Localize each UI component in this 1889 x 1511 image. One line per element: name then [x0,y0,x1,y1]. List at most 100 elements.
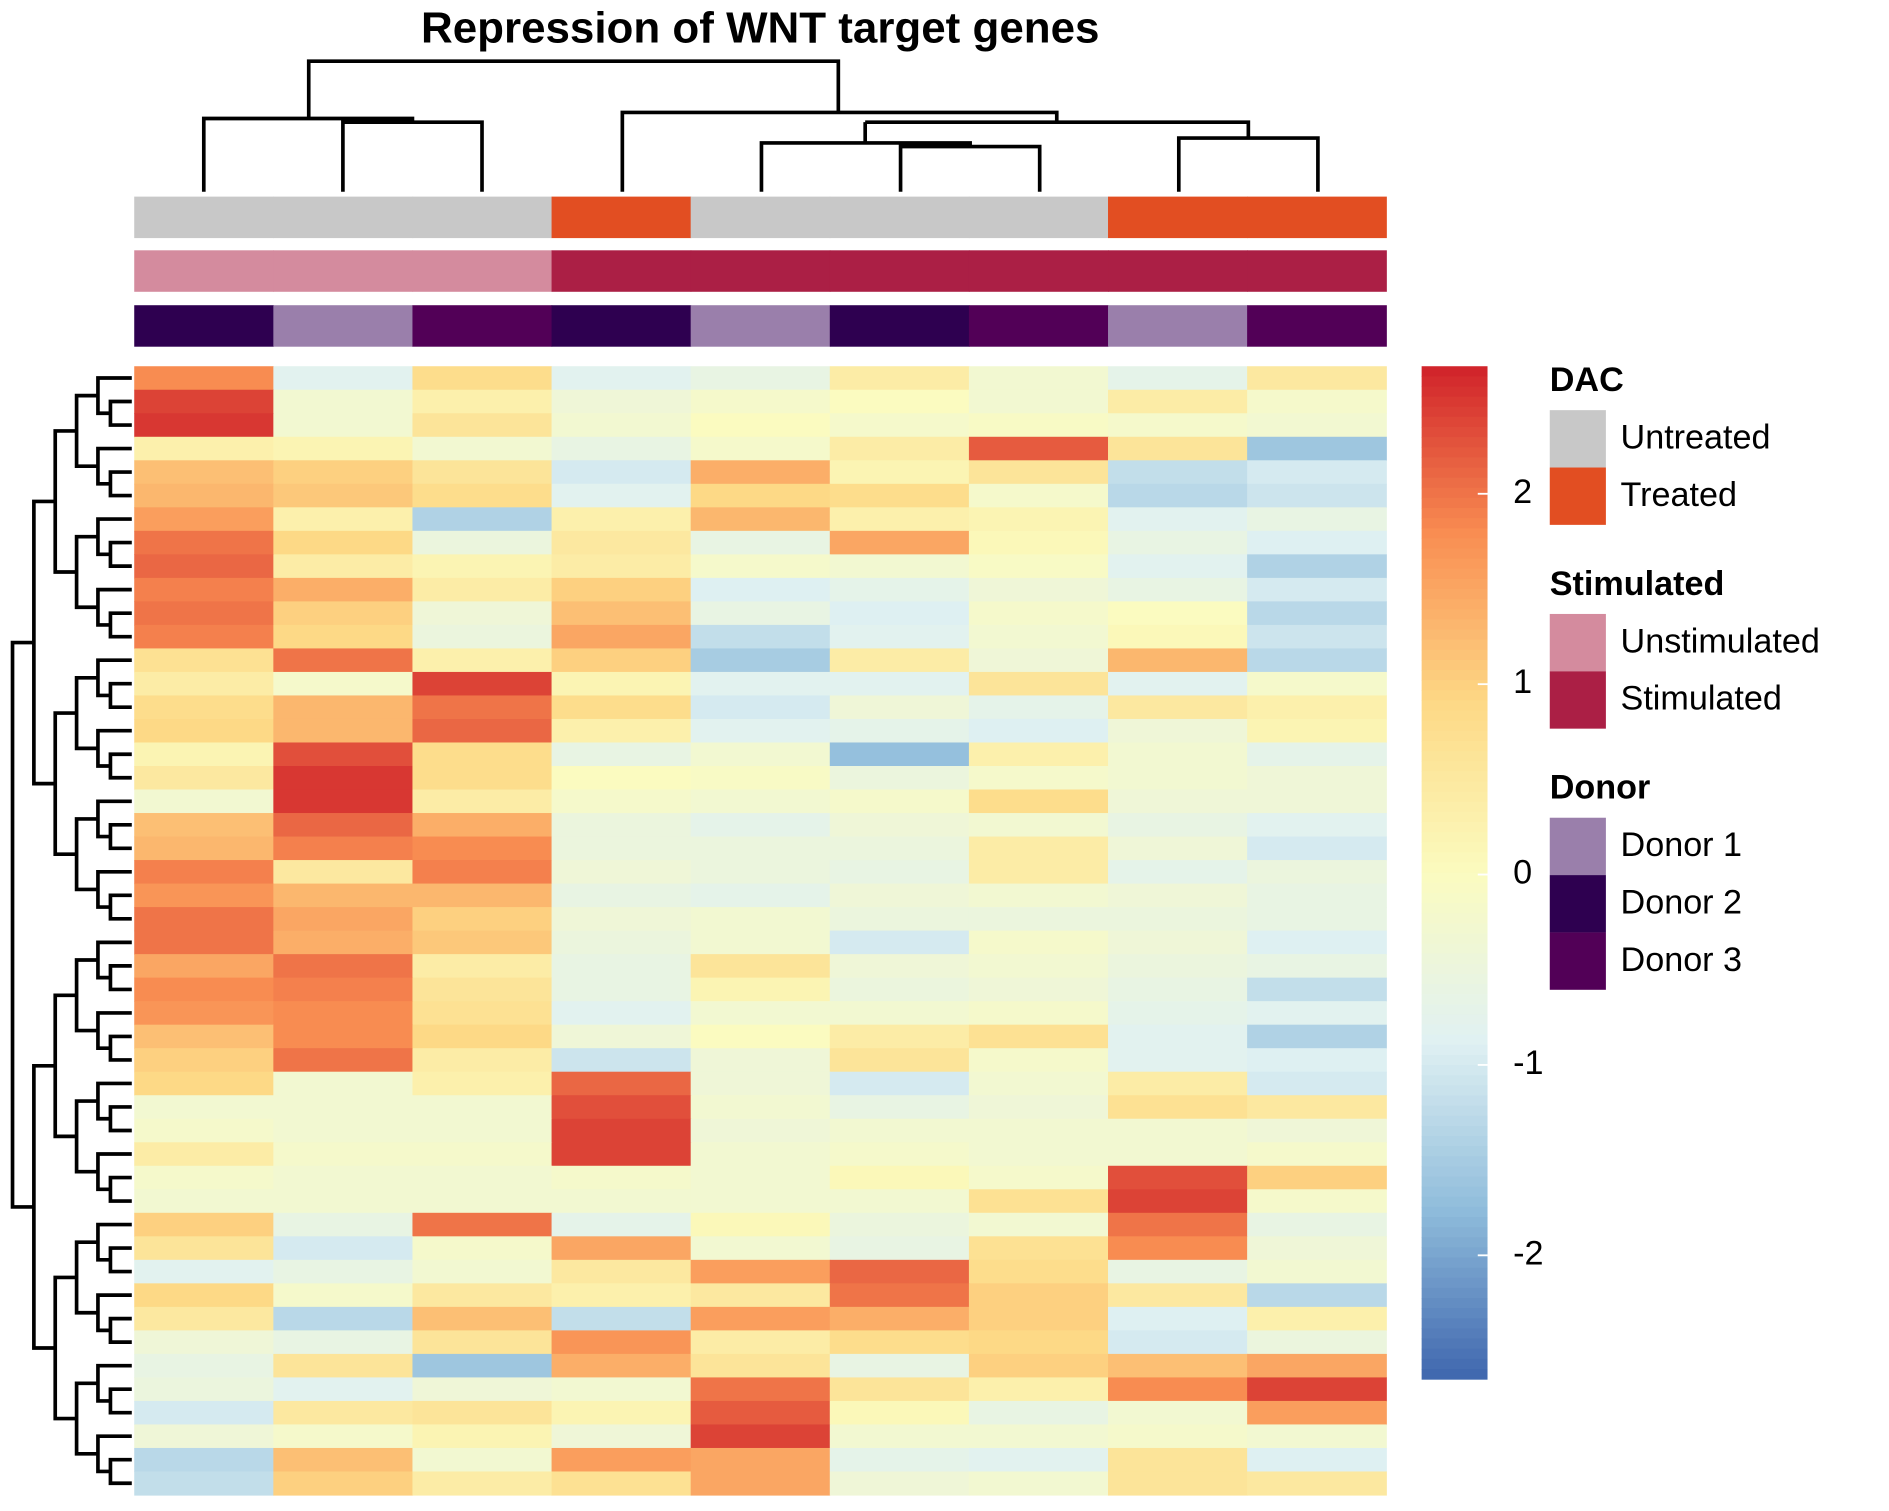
heatmap-cell [551,813,692,838]
heatmap-cell [690,577,831,602]
annotation-cell [273,196,414,239]
heatmap-cell [968,1165,1109,1190]
heatmap-cell [134,1236,274,1261]
heatmap-cell [829,1471,970,1496]
heatmap-cell [551,648,692,673]
colorbar-step [1421,832,1488,843]
colorbar-step [1421,781,1488,793]
heatmap-cell [968,577,1109,602]
heatmap-cell [1247,930,1387,955]
heatmap-cell [134,1471,274,1496]
colorbar-step [1421,1217,1488,1228]
heatmap-cell [690,1142,831,1167]
heatmap-cell [829,648,970,673]
heatmap-cell [1108,836,1248,861]
heatmap-cell [1108,530,1248,555]
heatmap-cell [551,836,692,861]
heatmap-cell [1108,436,1248,461]
heatmap-cell [1247,860,1387,885]
heatmap-cell [829,671,970,697]
heatmap-cell [134,648,274,673]
colorbar-step [1421,1358,1488,1370]
heatmap-cell [134,1400,274,1426]
heatmap-cell [551,624,692,650]
heatmap-cell [412,1424,553,1449]
heatmap-cell [134,1071,274,1096]
heatmap-cell [690,530,831,555]
heatmap-cell [690,601,831,626]
heatmap-cell [829,695,970,720]
heatmap-cell [829,460,970,485]
heatmap-cell [273,1377,414,1402]
heatmap-cell [968,1447,1109,1473]
colorbar-step [1421,1024,1488,1036]
heatmap-cell [134,1001,274,1026]
colorbar-step [1421,1135,1488,1147]
colorbar-step [1421,1034,1488,1046]
heatmap-cell [273,601,414,626]
colorbar-tick-label: 0 [1513,854,1532,892]
heatmap-cell [551,436,692,461]
heatmap-cell [690,1330,831,1355]
heatmap-cell [412,836,553,861]
heatmap-cell [134,577,274,602]
heatmap-cell [412,1447,553,1473]
heatmap-cell [412,554,553,579]
heatmap-cell [1247,1330,1387,1355]
colorbar-step [1421,1156,1488,1167]
heatmap-cell [1108,1001,1248,1026]
colorbar-tick-label: 2 [1513,473,1532,511]
heatmap-cell [829,789,970,814]
heatmap-cell [690,413,831,438]
heatmap-cell [968,1095,1109,1120]
heatmap-cell [273,1165,414,1190]
colorbar-step [1421,366,1488,377]
heatmap-cell [1247,554,1387,579]
heatmap-cell [273,954,414,979]
heatmap-cell [690,765,831,791]
chart-title: Repression of WNT target genes [421,3,1099,52]
heatmap-cell [1247,460,1387,485]
heatmap-cell [1247,765,1387,791]
heatmap-cell [1247,483,1387,508]
annotation-cell [968,305,1109,347]
colorbar-step [1421,659,1488,671]
heatmap-cell [1108,413,1248,438]
heatmap-cell [551,1048,692,1073]
legend-label: Treated [1621,476,1737,514]
legend-swatch [1549,817,1606,876]
heatmap-cell [690,1189,831,1214]
colorbar-step [1421,1105,1488,1117]
heatmap-cell [829,1048,970,1073]
heatmap-cell [273,718,414,744]
colorbar-step [1421,913,1488,924]
heatmap-cell [1247,1095,1387,1120]
colorbar-step [1421,791,1488,803]
heatmap-cell [968,1377,1109,1402]
heatmap-cell [551,1471,692,1496]
heatmap-cell [1108,765,1248,791]
heatmap-cell [829,954,970,979]
heatmap-cell [551,554,692,579]
colorbar-step [1421,609,1488,621]
heatmap-cell [412,507,553,532]
heatmap-cell [690,1424,831,1449]
colorbar-step [1421,882,1488,894]
colorbar-step [1421,1368,1488,1380]
heatmap-cell [829,1330,970,1355]
colorbar-step [1421,872,1488,884]
heatmap-cell [551,954,692,979]
heatmap-cell [273,1024,414,1049]
heatmap-cell [1108,1447,1248,1473]
colorbar-step [1421,1176,1488,1188]
heatmap-cell [1247,1306,1387,1331]
heatmap-cell [1108,1330,1248,1355]
heatmap-cell [412,695,553,720]
heatmap-cell [829,577,970,602]
heatmap-cell [829,1377,970,1402]
colorbar-step [1421,670,1488,681]
heatmap-cell [968,718,1109,744]
heatmap-cell [551,671,692,697]
heatmap-cell [1247,1118,1387,1143]
heatmap-cell [1247,718,1387,744]
